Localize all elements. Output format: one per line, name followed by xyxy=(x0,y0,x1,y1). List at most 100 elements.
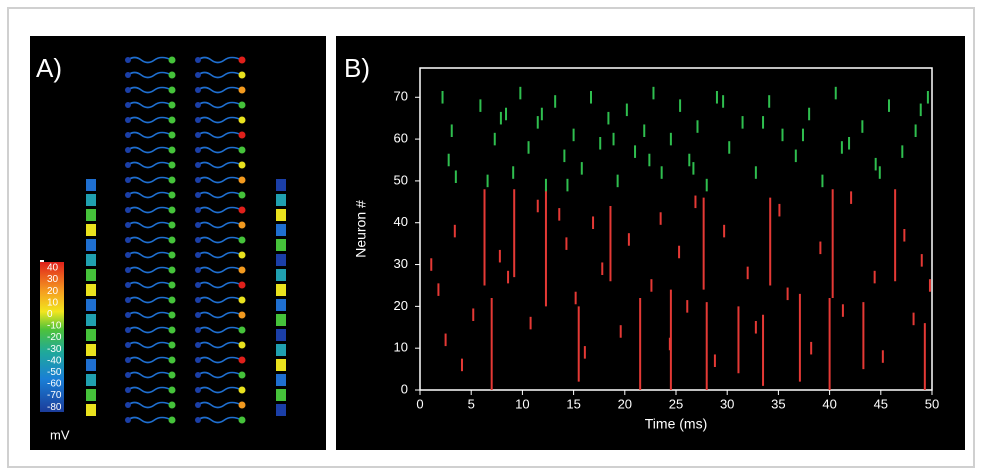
neuron-tip xyxy=(168,101,176,109)
neuron-small xyxy=(276,179,286,191)
neuron-soma xyxy=(195,162,201,168)
neuron-tip xyxy=(238,161,246,169)
neuron xyxy=(197,266,243,274)
neuron-small xyxy=(276,374,286,386)
colorbar-label: -10 xyxy=(47,321,62,332)
neuron xyxy=(197,371,243,379)
neuron xyxy=(127,161,173,169)
y-tick-label: 10 xyxy=(394,340,408,355)
neuron xyxy=(197,296,243,304)
neuron xyxy=(127,71,173,79)
neuron-tip xyxy=(168,341,176,349)
neuron-soma xyxy=(125,357,131,363)
neuron-soma xyxy=(195,192,201,198)
neuron xyxy=(127,56,173,64)
colorbar xyxy=(40,262,64,412)
neuron-soma xyxy=(195,87,201,93)
neuron-soma xyxy=(195,357,201,363)
neuron xyxy=(127,146,173,154)
x-tick-label: 30 xyxy=(720,396,734,411)
neuron-tip xyxy=(238,191,246,199)
neuron-soma xyxy=(125,387,131,393)
y-tick-label: 20 xyxy=(394,298,408,313)
neuron-tip xyxy=(168,131,176,139)
neuron-tip xyxy=(168,401,176,409)
y-tick-label: 60 xyxy=(394,131,408,146)
neuron xyxy=(197,71,243,79)
neuron xyxy=(127,281,173,289)
neuron xyxy=(197,56,243,64)
neuron-tip xyxy=(238,146,246,154)
colorbar-label: 30 xyxy=(47,274,59,285)
neuron-soma xyxy=(195,102,201,108)
neuron-tip xyxy=(238,176,246,184)
neuron-soma xyxy=(125,267,131,273)
y-tick-label: 70 xyxy=(394,89,408,104)
neuron xyxy=(197,131,243,139)
x-tick-label: 35 xyxy=(771,396,785,411)
neuron-tip xyxy=(168,416,176,424)
neuron-tip xyxy=(238,131,246,139)
neuron-soma xyxy=(195,372,201,378)
neuron xyxy=(127,386,173,394)
neuron-tip xyxy=(168,311,176,319)
neuron-small xyxy=(276,344,286,356)
neuron xyxy=(197,221,243,229)
x-tick-label: 5 xyxy=(468,396,475,411)
neuron-soma xyxy=(195,222,201,228)
neuron-small xyxy=(276,239,286,251)
neuron-small xyxy=(276,314,286,326)
neuron-soma xyxy=(125,252,131,258)
neuron-small xyxy=(276,194,286,206)
neuron-soma xyxy=(195,117,201,123)
neuron-soma xyxy=(125,417,131,423)
neuron-small xyxy=(86,359,96,371)
neuron-tip xyxy=(168,266,176,274)
neuron-soma xyxy=(195,147,201,153)
neuron-soma xyxy=(195,252,201,258)
colorbar-label: -30 xyxy=(47,344,62,355)
neuron-small xyxy=(276,299,286,311)
neuron-small xyxy=(276,359,286,371)
neuron-tip xyxy=(168,296,176,304)
neuron-soma xyxy=(195,312,201,318)
neuron-small xyxy=(86,254,96,266)
neuron-soma xyxy=(195,57,201,63)
x-axis-label: Time (ms) xyxy=(645,416,707,432)
neuron-tip xyxy=(238,206,246,214)
neuron xyxy=(197,326,243,334)
neuron-tip xyxy=(238,341,246,349)
panel-b-label: B) xyxy=(344,53,370,83)
neuron-soma xyxy=(195,327,201,333)
x-tick-label: 50 xyxy=(925,396,939,411)
neuron xyxy=(197,146,243,154)
neuron xyxy=(197,281,243,289)
colorbar-label: -80 xyxy=(47,402,62,413)
neuron xyxy=(127,326,173,334)
neuron-soma xyxy=(125,402,131,408)
neuron xyxy=(127,371,173,379)
neuron-small xyxy=(276,404,286,416)
neuron-soma xyxy=(195,72,201,78)
neuron-tip xyxy=(168,356,176,364)
neuron-tip xyxy=(238,251,246,259)
neuron xyxy=(197,416,243,424)
neuron-tip xyxy=(168,281,176,289)
neuron-tip xyxy=(238,356,246,364)
neuron-tip xyxy=(238,371,246,379)
x-tick-label: 45 xyxy=(874,396,888,411)
colorbar-label: -40 xyxy=(47,355,62,366)
neuron-soma xyxy=(195,237,201,243)
x-tick-label: 15 xyxy=(566,396,580,411)
neuron-small xyxy=(86,239,96,251)
neuron-soma xyxy=(125,177,131,183)
neuron-small xyxy=(86,389,96,401)
neuron xyxy=(197,176,243,184)
neuron-tip xyxy=(238,71,246,79)
x-tick-label: 0 xyxy=(416,396,423,411)
neuron-soma xyxy=(125,192,131,198)
neuron xyxy=(127,251,173,259)
neuron-soma xyxy=(195,297,201,303)
